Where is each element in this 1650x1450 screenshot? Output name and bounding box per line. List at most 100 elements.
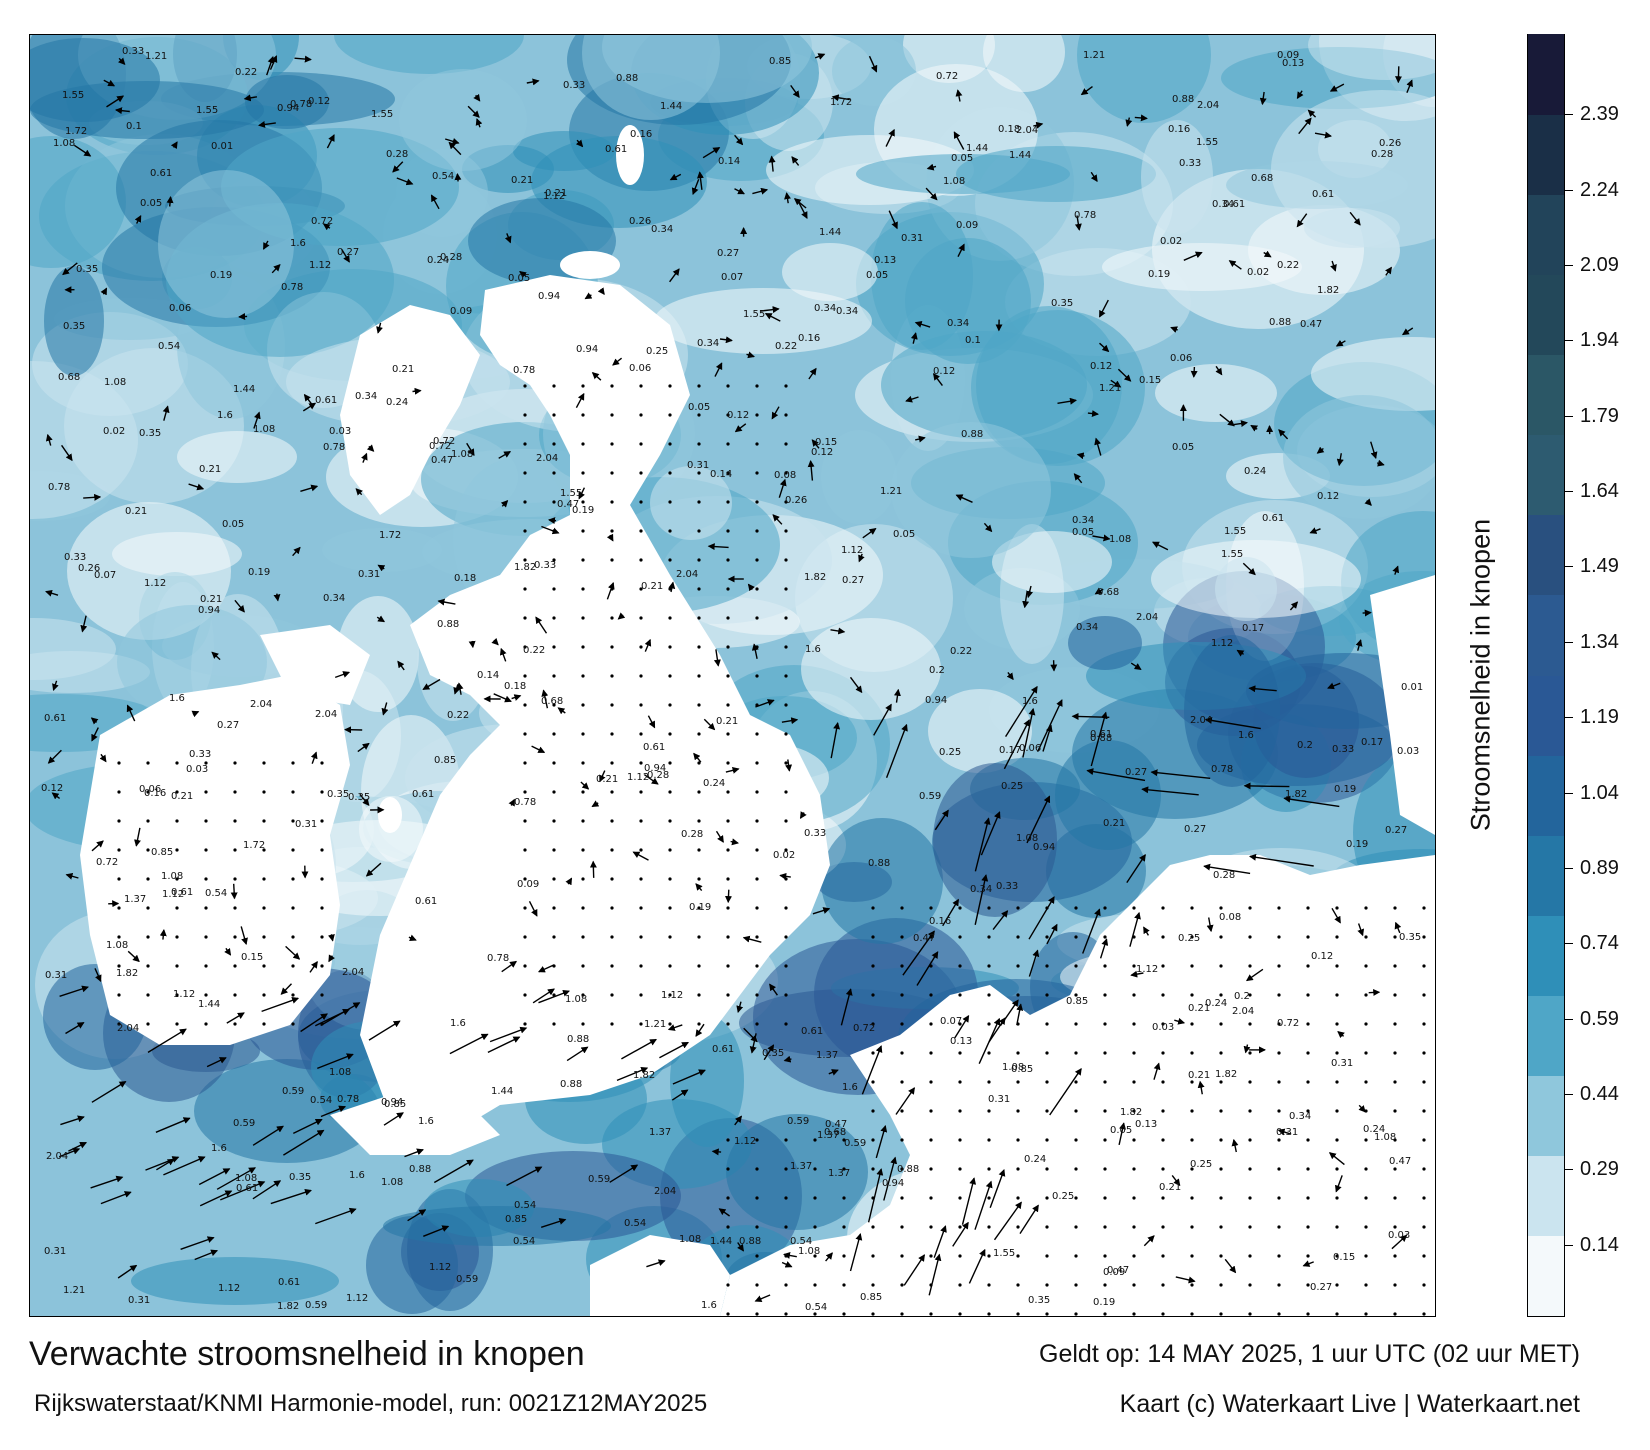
calm-current-dot-icon	[1074, 1109, 1078, 1113]
speed-label: 0.06	[139, 784, 161, 795]
current-direction-arrow-icon	[768, 155, 776, 172]
speed-label: 0.88	[616, 73, 638, 84]
speed-label: 0.09	[450, 306, 472, 317]
calm-current-dot-icon	[987, 964, 991, 968]
speed-label: 0.17	[999, 745, 1021, 756]
speed-label: 0.72	[311, 216, 333, 227]
current-direction-arrow-icon	[725, 766, 740, 774]
speed-label: 0.05	[140, 198, 162, 209]
calm-current-dot-icon	[1422, 1109, 1426, 1113]
speed-label: 1.12	[841, 545, 863, 556]
speed-label: 1.44	[233, 384, 255, 395]
speed-label: 0.85	[860, 1292, 882, 1303]
calm-current-dot-icon	[523, 993, 527, 997]
speed-label: 0.22	[235, 67, 257, 78]
calm-current-dot-icon	[755, 384, 759, 388]
calm-current-dot-icon	[1074, 1254, 1078, 1258]
speed-label: 0.31	[358, 569, 380, 580]
calm-current-dot-icon	[117, 819, 121, 823]
speed-label: 0.27	[1125, 767, 1147, 778]
calm-current-dot-icon	[784, 993, 788, 997]
current-direction-arrow-icon	[746, 351, 755, 359]
calm-current-dot-icon	[1393, 1225, 1397, 1229]
calm-current-dot-icon	[1248, 1051, 1252, 1055]
calm-current-dot-icon	[291, 819, 295, 823]
calm-current-dot-icon	[581, 471, 585, 475]
current-direction-arrow-icon	[1328, 1152, 1345, 1166]
current-direction-arrow-icon	[695, 1023, 705, 1037]
calm-current-dot-icon	[204, 877, 208, 881]
calm-current-dot-icon	[1393, 993, 1397, 997]
current-direction-arrow-icon	[90, 1175, 124, 1189]
calm-current-dot-icon	[581, 384, 585, 388]
speed-label: 0.14	[477, 670, 499, 681]
calm-current-dot-icon	[755, 935, 759, 939]
calm-current-dot-icon	[262, 761, 266, 765]
current-direction-arrow-icon	[327, 933, 335, 942]
speed-label: 1.08	[253, 424, 275, 435]
speed-label: 1.82	[633, 1070, 655, 1081]
calm-current-dot-icon	[233, 935, 237, 939]
current-direction-arrow-icon	[91, 727, 99, 742]
speed-label: 0.35	[1399, 932, 1421, 943]
colorbar-band	[1528, 194, 1564, 276]
current-direction-arrow-icon	[632, 851, 649, 861]
calm-current-dot-icon	[668, 964, 672, 968]
current-direction-arrow-icon	[1019, 1204, 1039, 1234]
calm-current-dot-icon	[1219, 964, 1223, 968]
speed-label: 0.24	[1024, 1154, 1046, 1165]
calm-current-dot-icon	[204, 848, 208, 852]
speed-label: 1.82	[514, 562, 536, 573]
current-direction-arrow-icon	[58, 1147, 81, 1158]
speed-label: 0.22	[447, 710, 469, 721]
colorbar-band	[1528, 594, 1564, 676]
calm-current-dot-icon	[146, 877, 150, 881]
calm-current-dot-icon	[175, 906, 179, 910]
speed-label: 2.04	[536, 453, 558, 464]
current-direction-arrow-icon	[983, 522, 993, 533]
calm-current-dot-icon	[813, 1138, 817, 1142]
calm-current-dot-icon	[552, 616, 556, 620]
current-direction-arrow-icon	[537, 964, 555, 973]
calm-current-dot-icon	[784, 413, 788, 417]
current-direction-arrow-icon	[1026, 795, 1051, 844]
calm-current-dot-icon	[958, 1138, 962, 1142]
calm-current-dot-icon	[320, 993, 324, 997]
speed-label: 1.55	[1221, 549, 1243, 560]
current-direction-arrow-icon	[783, 1055, 792, 1063]
calm-current-dot-icon	[900, 964, 904, 968]
speed-label: 1.72	[243, 840, 265, 851]
calm-current-dot-icon	[233, 848, 237, 852]
calm-current-dot-icon	[726, 1167, 730, 1171]
speed-label: 0.94	[198, 605, 220, 616]
calm-current-dot-icon	[871, 1109, 875, 1113]
current-direction-arrow-icon	[1076, 452, 1085, 460]
speed-label: 0.61	[1262, 513, 1284, 524]
calm-current-dot-icon	[1219, 1080, 1223, 1084]
speed-field-patch	[399, 69, 527, 171]
calm-current-dot-icon	[668, 993, 672, 997]
speed-label: 0.21	[1188, 1003, 1210, 1014]
speed-label: 0.35	[139, 428, 161, 439]
calm-current-dot-icon	[639, 558, 643, 562]
calm-current-dot-icon	[291, 964, 295, 968]
current-direction-arrow-icon	[376, 615, 386, 623]
calm-current-dot-icon	[1306, 1225, 1310, 1229]
calm-current-dot-icon	[639, 964, 643, 968]
speed-label: 0.78	[323, 442, 345, 453]
calm-current-dot-icon	[726, 674, 730, 678]
colorbar-tick-label: 1.19	[1580, 706, 1619, 729]
speed-label: 0.16	[929, 916, 951, 927]
calm-current-dot-icon	[262, 790, 266, 794]
speed-label: 0.54	[513, 1236, 535, 1247]
current-direction-arrow-icon	[718, 1208, 731, 1217]
current-direction-arrow-icon	[368, 1020, 401, 1041]
calm-current-dot-icon	[929, 1022, 933, 1026]
calm-current-dot-icon	[958, 906, 962, 910]
calm-current-dot-icon	[1132, 1225, 1136, 1229]
calm-current-dot-icon	[726, 587, 730, 591]
speed-label: 0.33	[534, 560, 556, 571]
speed-label: 0.27	[1310, 1282, 1332, 1293]
map-credit: Kaart (c) Waterkaart Live | Waterkaart.n…	[1119, 1390, 1580, 1418]
speed-label: 0.61	[171, 887, 193, 898]
